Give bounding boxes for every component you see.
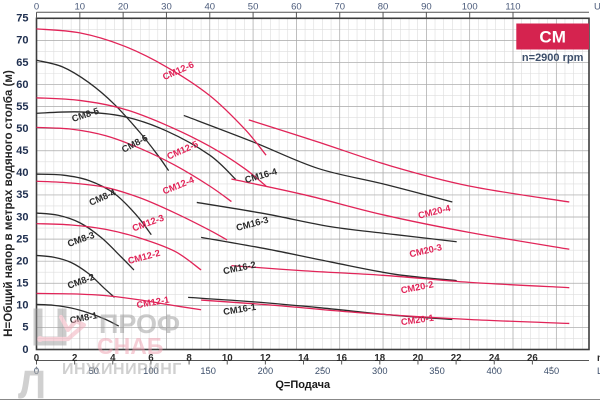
svg-text:16: 16 [336, 353, 347, 364]
svg-text:110: 110 [505, 1, 520, 12]
svg-text:250: 250 [315, 366, 331, 376]
svg-text:СНАБ: СНАБ [97, 333, 163, 359]
svg-text:10: 10 [16, 300, 28, 312]
svg-text:30: 30 [16, 211, 28, 223]
svg-text:24: 24 [489, 353, 500, 364]
svg-text:450: 450 [544, 366, 560, 376]
svg-text:15: 15 [16, 278, 28, 290]
svg-text:22: 22 [451, 353, 462, 364]
svg-text:35: 35 [16, 189, 28, 201]
svg-text:20: 20 [413, 353, 424, 364]
svg-text:50: 50 [248, 1, 259, 12]
svg-text:Q=Подача: Q=Подача [275, 379, 331, 391]
svg-text:350: 350 [429, 366, 445, 376]
svg-text:12: 12 [260, 353, 271, 364]
svg-text:10: 10 [222, 353, 233, 364]
svg-text:300: 300 [372, 366, 388, 376]
svg-text:USgpm: USgpm [594, 1, 600, 12]
svg-text:18: 18 [374, 353, 385, 364]
svg-text:Л: Л [18, 363, 46, 404]
svg-text:26: 26 [527, 353, 538, 364]
svg-text:14: 14 [298, 353, 309, 364]
svg-text:150: 150 [200, 366, 216, 376]
svg-text:70: 70 [16, 35, 28, 47]
svg-text:0: 0 [22, 344, 28, 356]
svg-text:400: 400 [486, 366, 502, 376]
svg-text:5: 5 [22, 322, 28, 334]
svg-text:40: 40 [204, 1, 215, 12]
svg-text:200: 200 [258, 366, 274, 376]
svg-text:60: 60 [16, 79, 28, 91]
svg-text:50: 50 [16, 123, 28, 135]
svg-text:10: 10 [75, 1, 86, 12]
svg-text:20: 20 [118, 1, 129, 12]
svg-text:0: 0 [34, 1, 39, 12]
svg-text:30: 30 [161, 1, 172, 12]
svg-text:25: 25 [16, 233, 28, 245]
svg-text:100: 100 [462, 1, 478, 12]
svg-text:75: 75 [16, 13, 28, 25]
svg-text:20: 20 [16, 255, 28, 267]
svg-text:45: 45 [16, 145, 28, 157]
svg-text:90: 90 [421, 1, 432, 12]
svg-text:ИНЖИНИРИНГ: ИНЖИНИРИНГ [62, 361, 182, 378]
svg-text:n=2900 rpm: n=2900 rpm [522, 52, 584, 64]
svg-text:CM: CM [539, 28, 565, 47]
svg-text:8: 8 [186, 353, 192, 364]
svg-text:40: 40 [16, 167, 28, 179]
svg-text:55: 55 [16, 101, 28, 113]
svg-text:65: 65 [16, 57, 28, 69]
svg-text:80: 80 [378, 1, 389, 12]
svg-text:70: 70 [334, 1, 345, 12]
svg-text:H=Общий напор в метрах водяног: H=Общий напор в метрах водяного столба (… [2, 70, 15, 337]
svg-text:60: 60 [291, 1, 302, 12]
